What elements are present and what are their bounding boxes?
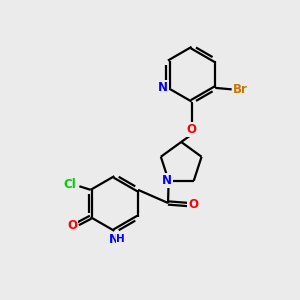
Text: N: N bbox=[162, 174, 172, 187]
Text: N: N bbox=[158, 81, 168, 94]
Text: O: O bbox=[188, 198, 198, 211]
Text: Br: Br bbox=[233, 83, 248, 96]
Text: O: O bbox=[187, 123, 196, 136]
Text: Cl: Cl bbox=[63, 178, 76, 191]
Text: O: O bbox=[67, 219, 77, 232]
Text: N: N bbox=[109, 233, 119, 246]
Text: H: H bbox=[116, 234, 125, 244]
